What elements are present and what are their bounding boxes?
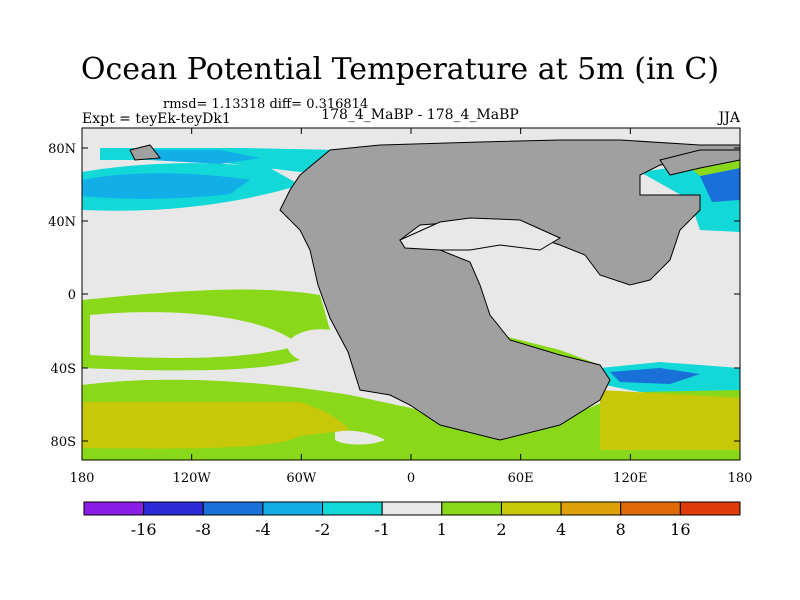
period-label: 178_4_MaBP - 178_4_MaBP (321, 107, 519, 123)
colorbar-swatch (202, 501, 264, 516)
southern-ocean-neutral-patch (335, 430, 385, 445)
tethys-sea-inlet (399, 217, 562, 251)
lon-tick-label: 120W (173, 471, 212, 486)
lat-tick-label: 0 (68, 288, 76, 303)
pangaea-landmass (279, 139, 740, 441)
colorbar-label: 2 (496, 520, 506, 539)
north-pacific-land (659, 149, 740, 176)
colorbar-label: 8 (616, 520, 626, 539)
lat-tick-label: 80N (48, 142, 76, 157)
lon-tick-label: 180 (728, 471, 753, 486)
colorbar-swatch (381, 501, 443, 516)
colorbar-swatch (679, 501, 741, 516)
map-title: Ocean Potential Temperature at 5m (in C) (80, 52, 720, 87)
colorbar-swatch (441, 501, 502, 516)
north-pacific-blue (700, 168, 740, 202)
colorbar-label: -4 (255, 520, 271, 539)
colorbar-label: -1 (374, 520, 390, 539)
lon-tick-label: 180 (70, 471, 95, 486)
southern-ocean-olive (82, 402, 350, 449)
latitude-axis: 80N 40N 0 40S 80S (48, 142, 740, 450)
lon-tick-label: 60E (508, 471, 534, 486)
lat-tick-label: 40S (51, 362, 76, 377)
colorbar-swatch (560, 501, 622, 516)
colorbar-label: 4 (556, 520, 566, 539)
lat-tick-label: 80S (51, 435, 76, 450)
north-atlantic-sky (82, 173, 250, 199)
lon-tick-label: 0 (407, 471, 415, 486)
colorbar-label: 1 (437, 520, 447, 539)
southern-ocean-olive-east (600, 390, 740, 450)
lon-tick-label: 60W (286, 471, 317, 486)
season-label: JJA (718, 110, 740, 126)
colorbar-swatch (500, 501, 562, 516)
experiment-label: Expt = teyEk-teyDk1 (82, 111, 231, 127)
lat-tick-label: 40N (48, 215, 76, 230)
stats-line: rmsd= 1.13318 diff= 0.316814 (163, 97, 369, 112)
longitude-axis: 180 120W 60W 0 60E 120E 180 (70, 128, 753, 486)
colorbar-label: -2 (315, 520, 331, 539)
colorbar-label: 16 (670, 520, 690, 539)
map-field (82, 128, 740, 460)
colorbar-swatch (620, 501, 681, 516)
colorbar-label: -16 (131, 520, 157, 539)
colorbar-swatch (322, 501, 383, 516)
colorbar-swatch (83, 501, 145, 516)
arctic-sky (150, 150, 260, 164)
south-pacific-blue (610, 368, 700, 384)
colorbar-swatch (262, 501, 324, 516)
colorbar-label: -8 (195, 520, 211, 539)
lon-tick-label: 120E (613, 471, 647, 486)
colorbar: -16 -8 -4 -2 -1 1 2 4 8 16 (83, 501, 741, 539)
colorbar-swatch (143, 501, 204, 516)
pacific-neutral-patch (90, 312, 300, 358)
arctic-island-land (129, 144, 161, 161)
